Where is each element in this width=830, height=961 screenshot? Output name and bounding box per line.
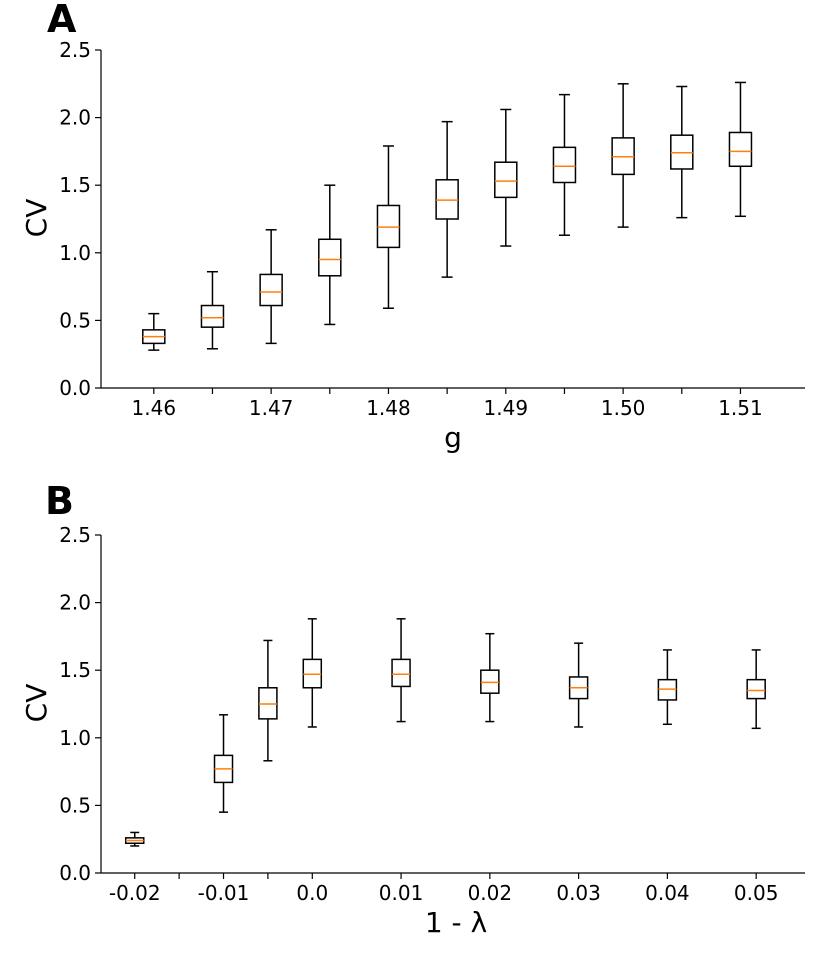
box-plot xyxy=(480,632,500,723)
x-tick-label: -0.02 xyxy=(109,881,161,905)
iqr-box xyxy=(494,161,518,199)
iqr-box xyxy=(391,658,411,688)
box-plot xyxy=(318,184,342,326)
y-tick-label: 1.0 xyxy=(59,726,91,750)
x-tick-label: 1.50 xyxy=(601,396,646,420)
box-plot xyxy=(657,649,678,726)
y-axis-title-b: CV xyxy=(20,684,53,723)
box-plot xyxy=(746,649,766,730)
y-tick-label: 0.0 xyxy=(59,376,91,400)
y-tick-label: 2.5 xyxy=(59,523,91,547)
x-tick-label: 0.0 xyxy=(296,881,328,905)
y-tick-label: 0.5 xyxy=(59,793,91,817)
x-tick-label: 1.51 xyxy=(718,396,763,420)
y-tick-label: 2.0 xyxy=(59,106,91,130)
box-plot xyxy=(670,85,694,219)
panel-b: B 0.00.51.01.52.02.5-0.02 -0.01 0.0 0.01 0.0… xyxy=(20,479,805,939)
y-tick-label: 0.0 xyxy=(59,861,91,885)
panel-label-a: A xyxy=(47,0,77,41)
plot-area-b: 0.0 0.5 1.0 1.5 2.0 2.5 -0.02 -0.01 0.0 0.01 0.02 0… xyxy=(59,523,805,905)
x-tick-label: 1.47 xyxy=(249,396,294,420)
iqr-box xyxy=(552,146,577,184)
box-plot xyxy=(728,81,753,218)
plot-area-a: 0.0 0.5 1.0 1.5 2.0 2.5 1.46 1.47 1.48 1.49 1.50 1.… xyxy=(59,38,805,420)
box-plot xyxy=(611,83,635,228)
box-plot xyxy=(391,618,411,723)
x-tick-label: 1.48 xyxy=(366,396,411,420)
x-tick-label: 0.04 xyxy=(645,881,690,905)
x-tick-label: 1.49 xyxy=(484,396,529,420)
box-plot xyxy=(376,145,401,309)
box-plot xyxy=(142,312,166,351)
y-tick-label: 2.5 xyxy=(59,38,91,62)
x-tick-label: 0.02 xyxy=(468,881,513,905)
panel-label-b: B xyxy=(45,479,74,523)
iqr-box xyxy=(318,238,342,277)
iqr-box xyxy=(200,304,225,328)
box-plot xyxy=(258,639,278,762)
box-plot xyxy=(200,270,225,350)
box-plot xyxy=(494,108,518,247)
x-tick-label: 1.46 xyxy=(132,396,177,420)
x-axis-title-b: 1 - λ xyxy=(425,906,487,939)
box-plot xyxy=(259,229,283,345)
box-plot xyxy=(124,831,145,847)
iqr-box xyxy=(728,131,753,168)
x-tick-label: 0.01 xyxy=(379,881,424,905)
y-axis-title-a: CV xyxy=(20,199,53,238)
y-tick-label: 1.0 xyxy=(59,241,91,265)
y-tick-label: 1.5 xyxy=(59,658,91,682)
y-tick-label: 2.0 xyxy=(59,591,91,615)
panel-a: A 0.0 0.5 1.0 1.5 2.0 2.5 1.46 1.47 1.48 1.49 1.50… xyxy=(20,0,805,454)
box-plot xyxy=(552,93,577,236)
box-plot xyxy=(302,618,323,728)
x-tick-label: 0.05 xyxy=(734,881,779,905)
iqr-box xyxy=(746,678,766,700)
box-plot xyxy=(213,714,234,813)
iqr-box xyxy=(259,273,283,307)
y-tick-label: 1.5 xyxy=(59,173,91,197)
x-axis-title-a: g xyxy=(444,421,462,454)
x-tick-label: 0.03 xyxy=(556,881,601,905)
x-tick-label: -0.01 xyxy=(198,881,250,905)
box-plot xyxy=(435,120,459,278)
box-plot xyxy=(568,642,589,728)
y-tick-label: 0.5 xyxy=(59,308,91,332)
